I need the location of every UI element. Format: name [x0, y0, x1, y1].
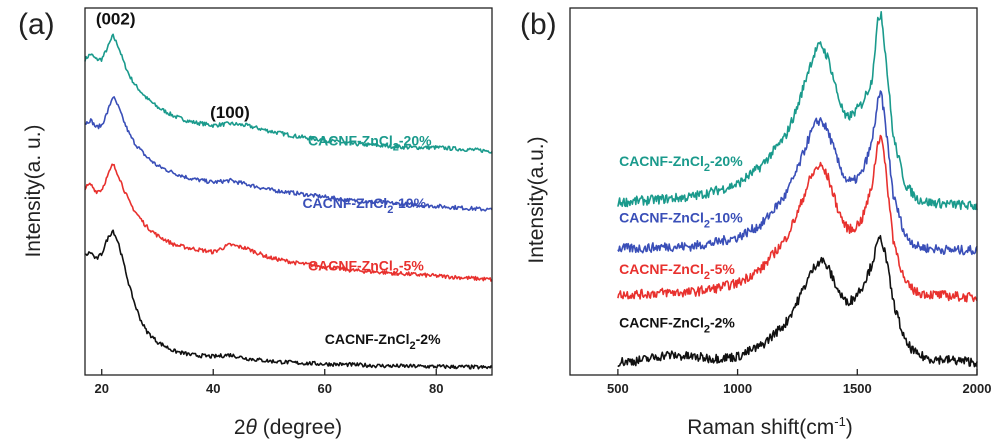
series-line-b-1 [617, 90, 978, 256]
xlabel-prefix: Raman shift(cm [687, 416, 834, 439]
xlabel-theta: θ [246, 416, 258, 439]
x-tick-label-a-1: 40 [206, 381, 220, 396]
series-label-a-1: CACNF-ZnCl2-10% [302, 195, 426, 216]
x-tick-label-b-3: 2000 [963, 381, 992, 396]
panel-b-label: (b) [520, 8, 557, 41]
series-label-b-2: CACNF-ZnCl2-5% [619, 261, 735, 282]
panel-a-traces [84, 33, 493, 370]
x-tick-label-a-3: 80 [429, 381, 443, 396]
x-tick-label-a-2: 60 [318, 381, 332, 396]
series-label-b-0: CACNF-ZnCl2-20% [619, 153, 743, 174]
x-tick-label-b-2: 1500 [843, 381, 872, 396]
series-line-a-2 [84, 163, 493, 282]
series-label-a-0: CACNF-ZnCl2-20% [308, 133, 432, 154]
x-tick-label-a-0: 20 [94, 381, 108, 396]
series-line-a-0 [84, 33, 493, 154]
peak-annotation-0: (002) [96, 10, 136, 29]
xlabel-superscript: -1 [834, 414, 846, 429]
series-label-b-1: CACNF-ZnCl2-10% [619, 210, 743, 231]
panel-a-label: (a) [18, 8, 55, 41]
series-line-a-3 [84, 229, 493, 370]
panel-b-xlabel: Raman shift(cm-1) [687, 414, 853, 439]
panel-a-annotations: (002) (100) [96, 10, 250, 123]
panel-b-raman: (b) 500 1000 1500 2000 CACNF-ZnCl2-20%CACNF… [520, 7, 991, 439]
panel-a-xrd: (a) 20 40 60 80 CACNF-ZnCl2-20%CACNF-ZnCl2-… [18, 7, 493, 439]
panel-a-ticks: 20 40 60 80 [94, 369, 443, 396]
panel-b-ylabel: Intensity(a.u.) [525, 136, 548, 263]
panel-a-series-labels: CACNF-ZnCl2-20% CACNF-ZnCl2-10% CACNF-ZnCl… [302, 133, 441, 352]
xlabel-suffix: ) [846, 416, 853, 439]
panel-b-frame [569, 7, 978, 376]
panel-b-series-labels: CACNF-ZnCl2-20% CACNF-ZnCl2-10% CACNF-ZnCl… [619, 153, 743, 335]
xlabel-suffix: (degree) [257, 416, 342, 439]
series-label-b-3: CACNF-ZnCl2-2% [619, 314, 735, 335]
panel-a-frame [84, 7, 493, 376]
xlabel-prefix: 2 [234, 416, 246, 439]
series-label-a-3: CACNF-ZnCl2-2% [325, 331, 441, 352]
x-tick-label-b-0: 500 [607, 381, 629, 396]
series-line-a-1 [85, 96, 493, 212]
panel-a-ylabel: Intensity(a. u.) [22, 124, 45, 257]
panel-a-xlabel: 2θ (degree) [234, 416, 342, 439]
series-line-b-2 [617, 134, 978, 303]
series-line-b-0 [617, 11, 978, 211]
series-label-a-2: CACNF-ZnCl2-5% [308, 257, 424, 278]
peak-annotation-1: (100) [210, 103, 250, 122]
panel-b-traces [617, 11, 978, 368]
x-tick-label-b-1: 1000 [723, 381, 752, 396]
series-line-b-3 [617, 234, 978, 368]
panel-b-ticks: 500 1000 1500 2000 [607, 369, 991, 396]
